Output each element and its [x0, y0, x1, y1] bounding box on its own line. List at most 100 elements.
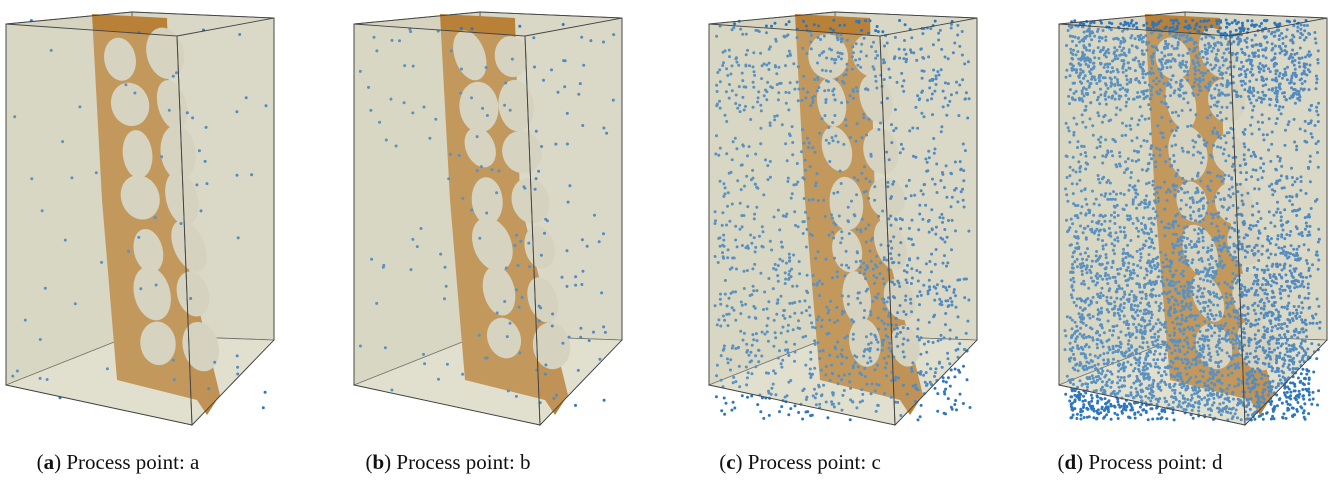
particle [876, 25, 879, 28]
particle [898, 19, 901, 22]
particle [1286, 391, 1289, 394]
particle [1312, 391, 1315, 394]
particle [1117, 417, 1120, 420]
particle [759, 410, 762, 413]
particle [864, 19, 867, 22]
particle [785, 23, 788, 26]
particle [1226, 22, 1229, 25]
particle [1285, 417, 1288, 420]
particle [1068, 400, 1071, 403]
particle [1286, 409, 1289, 412]
particle [1171, 26, 1174, 29]
particle [1298, 390, 1301, 393]
particle [954, 399, 957, 402]
particle [813, 23, 816, 26]
particle [1215, 19, 1218, 22]
particle [811, 414, 814, 417]
particle [1084, 392, 1087, 395]
particle [1172, 22, 1175, 25]
particle [1120, 405, 1123, 408]
particle [471, 27, 474, 30]
particle [1171, 411, 1174, 414]
particle [518, 25, 521, 28]
box-front [354, 24, 540, 425]
particle [1096, 402, 1099, 405]
particle [1079, 408, 1082, 411]
box-front [6, 24, 192, 425]
particle [1297, 377, 1300, 380]
particle [1219, 27, 1222, 30]
particle [817, 24, 820, 27]
particle [1096, 396, 1099, 399]
particle [953, 403, 956, 406]
particle [942, 380, 945, 383]
particle [1165, 417, 1168, 420]
particle [1288, 388, 1291, 391]
particle [1133, 402, 1136, 405]
particle [730, 409, 733, 412]
particle [765, 25, 768, 28]
particle [1117, 403, 1120, 406]
particle [953, 375, 956, 378]
particle [1130, 22, 1133, 25]
particle [1317, 389, 1320, 392]
particle [936, 392, 939, 395]
particle [860, 29, 863, 32]
particle [1169, 27, 1172, 30]
particle [1305, 373, 1308, 376]
particle [794, 404, 797, 407]
particle [829, 27, 832, 30]
particle [1091, 397, 1094, 400]
particle [1123, 403, 1126, 406]
particle [262, 406, 265, 409]
particle [947, 397, 950, 400]
particle [1099, 397, 1102, 400]
particle [1282, 412, 1285, 415]
particle [723, 413, 726, 416]
particle [1149, 407, 1152, 410]
particle [1310, 403, 1313, 406]
particle [1074, 398, 1077, 401]
particle [1307, 412, 1310, 415]
particle [832, 19, 835, 22]
particle [1225, 19, 1228, 22]
particle [1276, 404, 1279, 407]
particle [1135, 26, 1138, 29]
particle [1119, 22, 1122, 25]
particle [1315, 357, 1318, 360]
particle [943, 390, 946, 393]
box-front [709, 24, 895, 425]
box-right [880, 18, 977, 425]
particle [1151, 418, 1154, 421]
particle [603, 399, 606, 402]
particle [768, 414, 771, 417]
particle [778, 410, 781, 413]
particle [944, 388, 947, 391]
particle [1075, 417, 1078, 420]
particle [1312, 398, 1315, 401]
particle [1198, 30, 1201, 33]
particle [1107, 406, 1110, 409]
particle [962, 402, 965, 405]
particle [562, 23, 565, 26]
particle [947, 376, 950, 379]
particle [966, 378, 969, 381]
particle [732, 401, 735, 404]
particle [874, 29, 877, 32]
particle [832, 29, 835, 32]
particle [733, 407, 736, 410]
particle [1229, 30, 1232, 33]
particle [949, 385, 952, 388]
particle [1193, 27, 1196, 30]
particle [826, 416, 829, 419]
particle [1308, 394, 1311, 397]
box-right [525, 18, 622, 425]
particle [774, 22, 777, 25]
particle [715, 395, 718, 398]
particle [1296, 410, 1299, 413]
particle [750, 395, 753, 398]
particle [1083, 416, 1086, 419]
particle [969, 406, 972, 409]
particle [1281, 402, 1284, 405]
particle [867, 32, 870, 35]
